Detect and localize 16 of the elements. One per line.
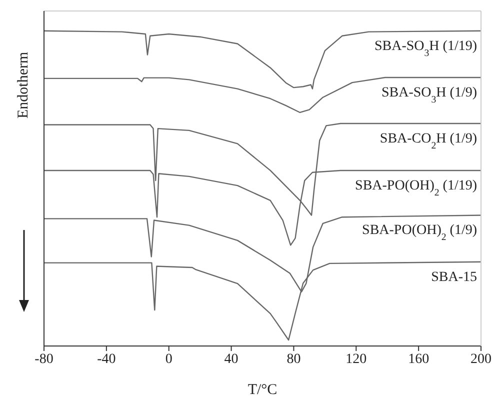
x-tick-label: 120 xyxy=(346,352,367,367)
series-label: SBA-CO$_{2}$H (1/9) xyxy=(380,132,478,152)
x-tick-label: 40 xyxy=(224,352,238,367)
series-label: SBA-15 xyxy=(431,270,477,285)
series-label: SBA-SO$_{3}$H (1/9) xyxy=(381,85,478,105)
x-tick-label: -80 xyxy=(34,352,54,367)
y-axis-title: Endotherm xyxy=(15,52,32,118)
series-label: SBA-PO(OH)$_{2}$ (1/19) xyxy=(355,178,478,198)
x-tick-label: 80 xyxy=(286,352,301,367)
x-tick-label: -40 xyxy=(97,352,116,367)
x-tick-label: 0 xyxy=(165,352,172,367)
x-tick-label: 160 xyxy=(408,352,430,367)
series-label: SBA-PO(OH)$_{2}$ (1/9) xyxy=(362,223,478,243)
series-label: SBA-SO$_{3}$H (1/19) xyxy=(374,38,478,58)
x-axis-title: T/°C xyxy=(248,382,278,398)
x-tick-label: 200 xyxy=(470,352,492,367)
